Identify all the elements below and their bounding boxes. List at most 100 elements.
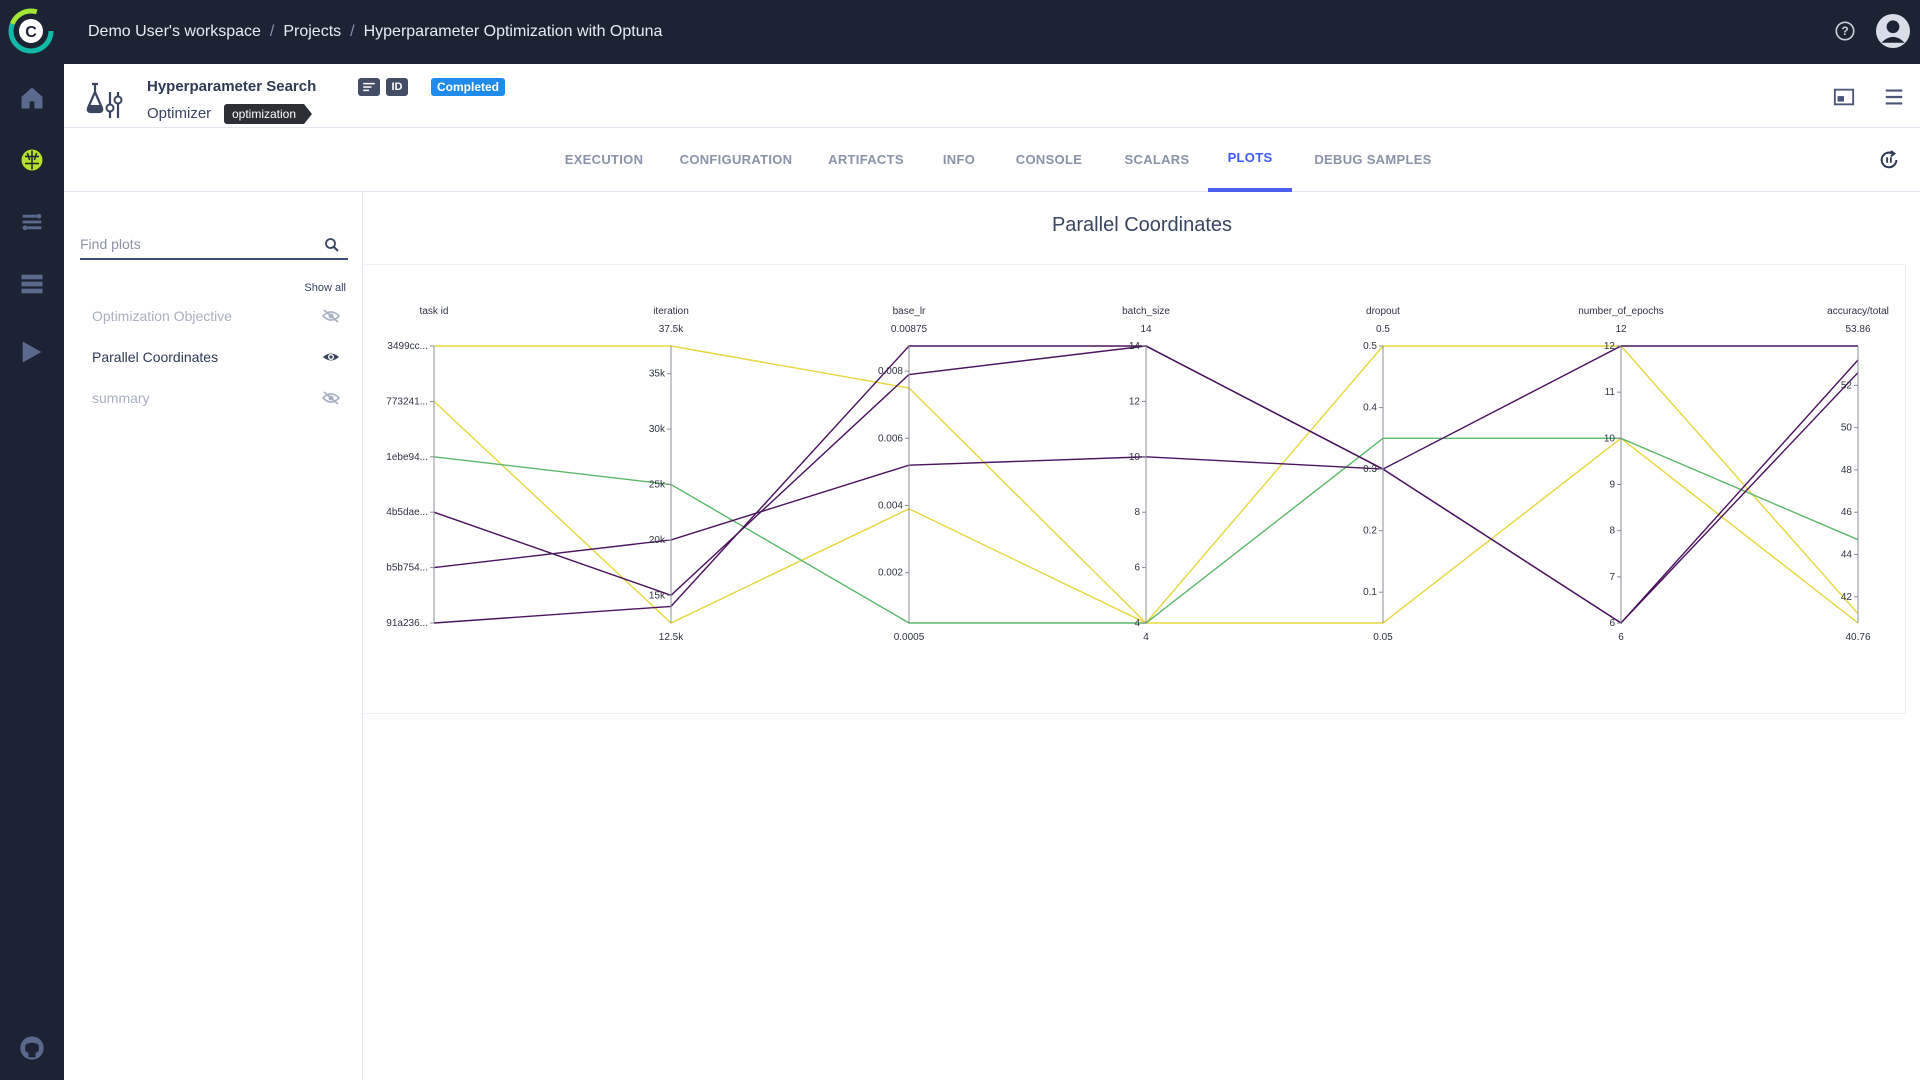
info-panel-toggle-icon[interactable] <box>1832 86 1856 108</box>
breadcrumb-projects[interactable]: Projects <box>283 23 342 40</box>
tick-label: 20k <box>649 535 666 546</box>
tick-label: 25k <box>649 480 666 491</box>
tick-label: 15k <box>649 590 666 601</box>
auto-refresh-icon[interactable] <box>1878 149 1900 171</box>
eye-hidden-icon[interactable] <box>322 308 340 324</box>
tick-label: 8 <box>1609 526 1615 537</box>
tick-label: 10 <box>1604 433 1616 444</box>
tick-label: 35k <box>649 369 666 380</box>
tick-label: 0.5 <box>1363 341 1377 352</box>
plot-panel: task id 91a236... b5b754... 4b5dae... 1ebe94… <box>364 264 1906 714</box>
tick-label: 6 <box>1134 563 1140 574</box>
tick-label: 0.008 <box>878 366 903 377</box>
tick-label: 12 <box>1129 396 1141 407</box>
breadcrumb-separator: / <box>269 23 275 40</box>
task-description-button[interactable] <box>358 78 380 96</box>
tick-label: 30k <box>649 424 666 435</box>
find-plots-search <box>80 236 348 260</box>
task-tabs: EXECUTION CONFIGURATION ARTIFACTS INFO C… <box>64 128 1920 192</box>
plots-sidebar: Show all Optimization Objective Parallel… <box>64 192 363 1080</box>
task-type: Optimizer <box>147 105 212 122</box>
clearml-logo-icon[interactable]: C <box>8 8 54 54</box>
tick-label: 9 <box>1609 480 1615 491</box>
tick-label: 91a236... <box>386 618 428 629</box>
axis-min-label: 4 <box>1143 632 1149 643</box>
description-icon <box>363 82 375 92</box>
axis-max-label: 14 <box>1140 324 1152 335</box>
plot-title: Parallel Coordinates <box>1051 214 1233 236</box>
nav-datasets[interactable] <box>0 258 64 310</box>
breadcrumb-project[interactable]: Hyperparameter Optimization with Optuna <box>363 23 663 40</box>
breadcrumb-separator: / <box>350 23 355 40</box>
tab-info[interactable]: INFO <box>942 152 976 167</box>
tick-label: 0.006 <box>878 433 903 444</box>
tab-scalars[interactable]: SCALARS <box>1124 152 1190 167</box>
axis-label: batch_size <box>1122 306 1170 317</box>
tab-execution[interactable]: EXECUTION <box>564 152 644 167</box>
tick-label: 42 <box>1841 592 1853 603</box>
breadcrumb: Demo User's workspace / Projects / Hyper… <box>88 23 662 41</box>
nav-experiments[interactable] <box>0 134 64 186</box>
tick-label: 11 <box>1605 387 1616 398</box>
tick-label: 50 <box>1841 423 1853 434</box>
left-nav-rail: C <box>0 0 64 1080</box>
find-plots-input[interactable] <box>80 236 310 252</box>
tick-label: 773241... <box>386 396 428 407</box>
plot-list-item[interactable]: Parallel Coordinates <box>92 342 348 372</box>
axis-min-label: 40.76 <box>1845 632 1870 643</box>
tab-configuration[interactable]: CONFIGURATION <box>679 152 793 167</box>
tab-plots[interactable]: PLOTS <box>1208 128 1292 192</box>
axis-label: base_lr <box>893 306 926 317</box>
help-icon[interactable]: ? <box>1834 20 1856 42</box>
menu-icon[interactable] <box>1882 86 1906 108</box>
tick-label: 14 <box>1129 341 1141 352</box>
tick-label: 4b5dae... <box>386 507 428 518</box>
axis-label: accuracy/total <box>1827 306 1889 317</box>
axis-label: dropout <box>1366 306 1400 317</box>
tick-label: 0.004 <box>878 500 903 511</box>
axis-min-label: 6 <box>1618 632 1624 643</box>
tick-label: 6 <box>1609 618 1615 629</box>
plot-list-item[interactable]: summary <box>92 383 348 413</box>
plots-main: Parallel Coordinates task id 91a236... b5b… <box>364 192 1920 1080</box>
task-name[interactable]: Hyperparameter Search <box>147 78 317 95</box>
axis-max-label: 0.00875 <box>891 324 928 335</box>
axis-max-label: 37.5k <box>659 324 684 335</box>
tick-label: 52 <box>1841 380 1853 391</box>
tick-label: 1ebe94... <box>386 452 428 463</box>
axis-min-label: 0.05 <box>1373 632 1393 643</box>
eye-icon[interactable] <box>322 349 340 365</box>
task-header: Hyperparameter Search Optimizer optimiza… <box>64 64 1920 128</box>
parallel-coordinates-chart[interactable]: task id 91a236... b5b754... 4b5dae... 1ebe94… <box>364 265 1906 715</box>
axis-max-label: 0.5 <box>1376 324 1390 335</box>
nav-deploy[interactable] <box>0 326 64 378</box>
show-all-link[interactable]: Show all <box>304 282 346 294</box>
eye-hidden-icon[interactable] <box>322 390 340 406</box>
tick-label: 7 <box>1609 572 1615 583</box>
status-badge: Completed <box>431 78 506 96</box>
tab-artifacts[interactable]: ARTIFACTS <box>828 152 904 167</box>
task-tag[interactable]: optimization <box>224 104 313 124</box>
tick-label: 46 <box>1841 507 1853 518</box>
breadcrumb-workspace[interactable]: Demo User's workspace <box>88 23 261 40</box>
tick-label: 12 <box>1604 341 1616 352</box>
pipelines-icon <box>22 213 42 231</box>
task-id-button[interactable]: ID <box>386 78 408 96</box>
nav-home[interactable] <box>0 72 64 124</box>
axis-label: task id <box>420 306 449 317</box>
user-avatar-icon[interactable] <box>1876 14 1910 48</box>
plot-list-item[interactable]: Optimization Objective <box>92 301 348 331</box>
tab-debug-samples[interactable]: DEBUG SAMPLES <box>1314 152 1432 167</box>
search-icon[interactable] <box>324 237 340 253</box>
nav-github[interactable] <box>0 1022 64 1074</box>
deploy-icon <box>22 341 42 363</box>
tick-label: 0.3 <box>1363 464 1377 475</box>
tick-label: 48 <box>1841 465 1853 476</box>
axis-min-label: 12.5k <box>659 632 684 643</box>
brain-icon <box>21 149 43 171</box>
tab-console[interactable]: CONSOLE <box>1015 152 1083 167</box>
axis-max-label: 53.86 <box>1845 324 1870 335</box>
plot-list-item-label: Parallel Coordinates <box>92 349 219 365</box>
nav-pipelines[interactable] <box>0 196 64 248</box>
tick-label: 0.1 <box>1363 587 1377 598</box>
